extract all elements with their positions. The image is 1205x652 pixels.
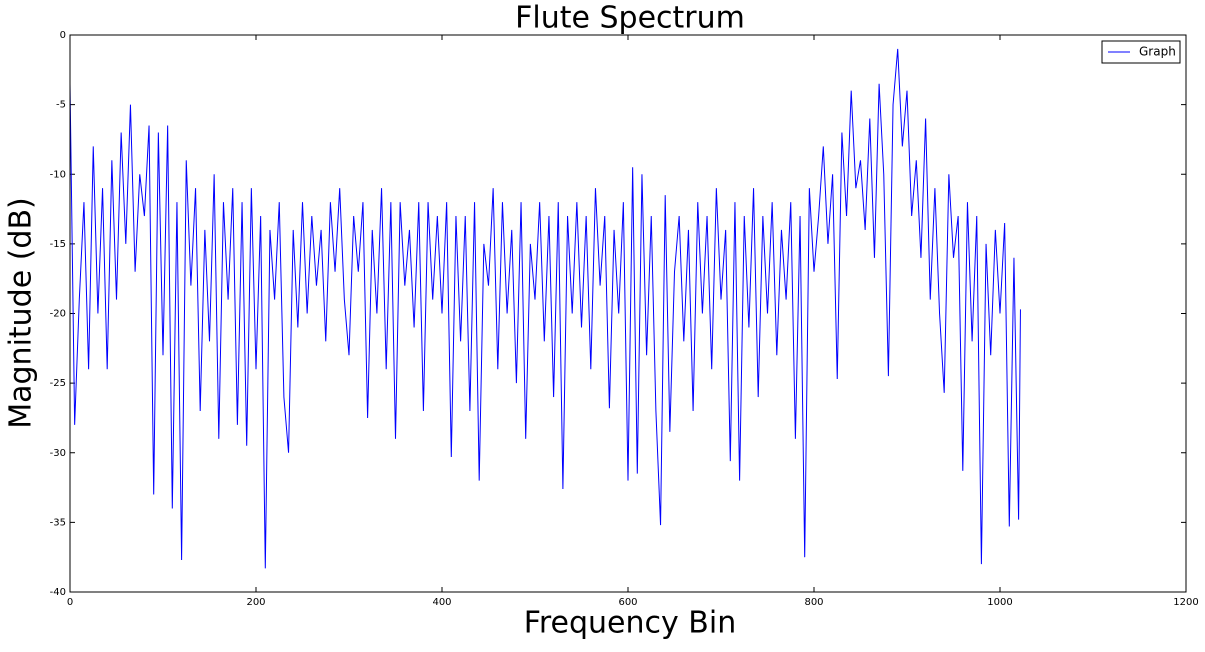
y-tick-label: 0 bbox=[60, 30, 66, 41]
chart-title: Flute Spectrum bbox=[515, 1, 745, 36]
legend-box bbox=[1101, 40, 1181, 64]
x-tick-label: 200 bbox=[246, 597, 265, 608]
x-tick-label: 400 bbox=[432, 597, 451, 608]
y-tick-label: -30 bbox=[50, 448, 66, 459]
y-tick-label: -10 bbox=[50, 169, 66, 180]
x-tick-label: 1000 bbox=[987, 597, 1012, 608]
plot-frame bbox=[69, 34, 1187, 593]
x-tick-label: 0 bbox=[67, 597, 73, 608]
y-tick-label: -15 bbox=[50, 239, 66, 250]
y-tick-label: -20 bbox=[50, 309, 66, 320]
y-tick-label: -35 bbox=[50, 517, 66, 528]
legend-label: Graph bbox=[1139, 45, 1176, 59]
x-tick-label: 800 bbox=[804, 597, 823, 608]
data-line bbox=[69, 48, 1021, 569]
y-tick-label: -5 bbox=[56, 100, 66, 111]
y-axis-label: Magnitude (dB) bbox=[4, 197, 39, 429]
x-tick-label: 1200 bbox=[1173, 597, 1198, 608]
x-axis-label: Frequency Bin bbox=[524, 606, 736, 641]
y-tick-label: -25 bbox=[50, 378, 66, 389]
x-tick-label: 600 bbox=[618, 597, 637, 608]
y-tick-label: -40 bbox=[50, 587, 66, 598]
